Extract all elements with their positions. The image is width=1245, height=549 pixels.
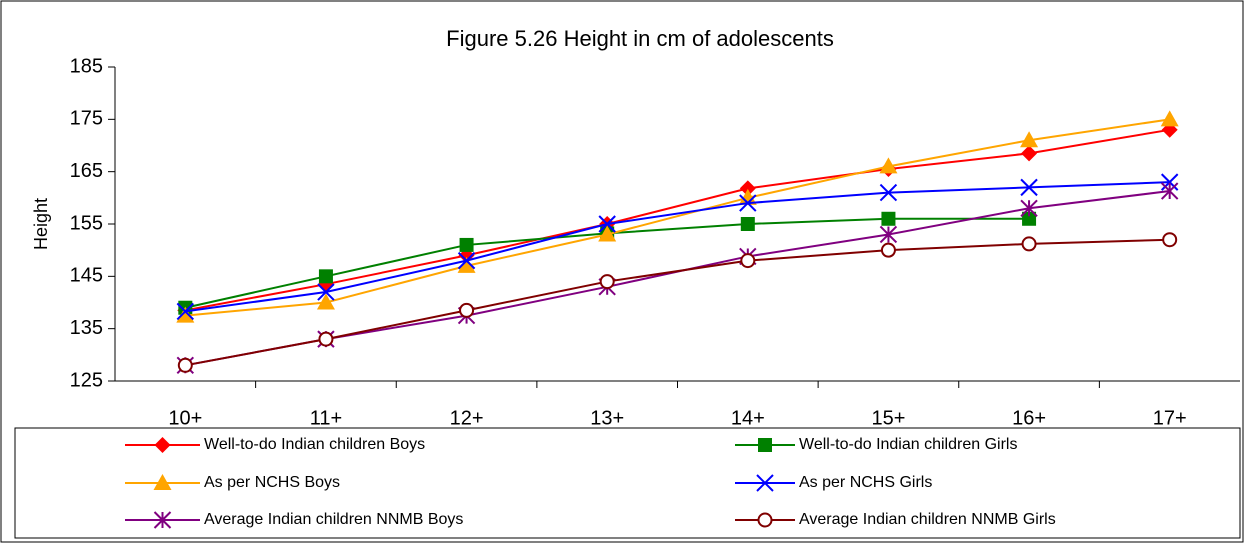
marker — [457, 251, 476, 270]
y-axis-label: Height — [31, 198, 51, 250]
marker — [880, 242, 896, 258]
legend-marker — [153, 474, 172, 490]
marker — [598, 215, 616, 233]
marker — [1160, 182, 1179, 200]
marker — [318, 269, 333, 284]
marker — [176, 306, 195, 323]
series-line — [185, 128, 1170, 312]
y-tick-label: 165 — [70, 160, 103, 182]
x-tick-label: 14+ — [731, 407, 765, 429]
x-tick-label: 17+ — [1153, 407, 1187, 429]
legend: Well-to-do Indian children Boys Well-to-d… — [125, 436, 1056, 529]
marker — [1021, 145, 1038, 162]
marker — [177, 357, 193, 373]
marker — [318, 331, 334, 347]
x-tick-label: 15+ — [871, 407, 905, 429]
legend-label: Average Indian children NNMB Boys — [204, 511, 463, 528]
legend-label: As per NCHS Boys — [204, 474, 340, 491]
x-tick-label: 11+ — [310, 407, 342, 429]
legend-marker — [153, 511, 172, 529]
legend-marker — [756, 474, 774, 492]
marker — [598, 225, 617, 242]
series-line — [185, 238, 1170, 367]
marker — [879, 225, 898, 244]
marker — [1160, 173, 1179, 191]
marker — [879, 183, 898, 202]
legend-marker — [154, 437, 171, 453]
x-tick-label: 12+ — [450, 407, 484, 429]
legend-label: As per NCHS Girls — [799, 474, 932, 491]
legend-label: Average Indian children NNMB Girls — [799, 511, 1056, 528]
marker — [739, 180, 756, 197]
y-tick-label: 125 — [70, 369, 103, 391]
marker — [317, 283, 335, 301]
series-line — [185, 181, 1170, 313]
x-tick-label: 10+ — [168, 407, 202, 429]
marker — [1020, 199, 1038, 218]
marker — [881, 211, 896, 226]
marker — [459, 302, 475, 318]
legend-marker — [758, 438, 772, 452]
y-tick-label: 185 — [70, 55, 103, 77]
marker — [176, 302, 195, 321]
marker — [738, 188, 757, 205]
y-tick-label: 135 — [70, 317, 103, 339]
marker — [459, 237, 474, 252]
y-tick-label: 145 — [70, 265, 103, 287]
marker — [1022, 211, 1037, 226]
legend-box — [14, 427, 1241, 539]
chart-title: Figure 5.26 Height in cm of adolescents — [446, 26, 834, 51]
series-line — [185, 118, 1170, 317]
y-tick-label: 175 — [70, 108, 103, 130]
legend-label: Well-to-do Indian children Girls — [799, 436, 1017, 453]
x-tick-label: 13+ — [590, 407, 624, 429]
marker — [457, 256, 476, 273]
y-tick-label: 155 — [70, 212, 103, 234]
marker — [1162, 232, 1178, 248]
marker — [740, 253, 756, 269]
legend-label: Well-to-do Indian children Boys — [204, 436, 425, 453]
legend-marker — [757, 512, 773, 528]
marker — [879, 157, 898, 174]
marker — [739, 194, 757, 212]
marker — [599, 274, 615, 290]
marker — [1020, 178, 1038, 197]
marker — [1021, 236, 1037, 252]
marker — [1160, 110, 1179, 127]
marker — [316, 293, 335, 310]
marker — [1020, 131, 1039, 148]
marker — [740, 217, 755, 231]
x-tick-label: 16+ — [1012, 407, 1046, 429]
